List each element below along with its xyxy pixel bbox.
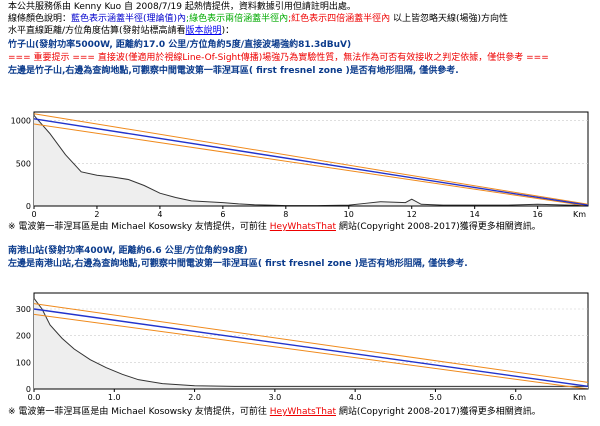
x-tick-label: 0.0 bbox=[28, 393, 41, 402]
x-tick-label: 8 bbox=[283, 210, 288, 219]
x-tick-label: 4 bbox=[157, 210, 162, 219]
fresnel-profile-1: 0 500 1000 0 2 4 6 8 10 12 14 16 Km bbox=[11, 111, 589, 219]
credit-text: 電波第一菲涅耳區是由 Michael Kosowsky 友情提供，可前往 bbox=[18, 407, 267, 417]
x-unit-label: Km bbox=[573, 210, 586, 219]
x-tick-label: 0 bbox=[31, 210, 36, 219]
method-text: 水平直線距離/方位角度估算(發射站標高請看 bbox=[8, 26, 186, 36]
credit-text: 電波第一菲涅耳區是由 Michael Kosowsky 友情提供，可前往 bbox=[18, 222, 267, 232]
x-tick-label: 6.0 bbox=[509, 393, 522, 402]
x-tick-label: 4.0 bbox=[349, 393, 362, 402]
y-tick-label: 0 bbox=[26, 202, 31, 211]
station1-description: 左邊是竹子山,右邊為查詢地點,可觀察中間電波第一菲涅耳區( first fres… bbox=[8, 66, 459, 76]
x-tick-label: 1.0 bbox=[108, 393, 121, 402]
station1-title: 竹子山(發射功率5000W, 距離約17.0 公里/方位角約5度/直接波場強約8… bbox=[8, 40, 352, 50]
credit-suffix: 網站(Copyright 2008-2017)獲得更多相關資訊。 bbox=[338, 407, 541, 417]
x-unit-label: Km bbox=[573, 393, 586, 402]
note-asterisk: ※ bbox=[8, 407, 16, 417]
y-tick-label: 100 bbox=[16, 358, 31, 367]
station2-description: 左邊是南港山站,右邊為查詢地點,可觀察中間電波第一菲涅耳區( first fre… bbox=[8, 259, 468, 269]
x-tick-label: 14 bbox=[470, 210, 480, 219]
color-legend: 線條顏色說明：藍色表示涵蓋半徑(理論值)內;綠色表示兩倍涵蓋半徑內;紅色表示四倍… bbox=[8, 14, 508, 25]
line-of-sight bbox=[33, 308, 589, 388]
terrain-profile-line bbox=[33, 298, 588, 387]
legend-suffix: 以上皆忽略天線(場強)方向性 bbox=[393, 14, 509, 24]
fresnel-chart-2: 0 100 200 300 0.0 1.0 2.0 3.0 4.0 5.0 6.0 Km bbox=[0, 287, 600, 405]
credit-line-1: ※ 電波第一菲涅耳區是由 Michael Kosowsky 友情提供，可前往 H… bbox=[8, 222, 541, 233]
y-tick-label: 200 bbox=[16, 332, 31, 341]
x-tick-label: 2 bbox=[94, 210, 99, 219]
credit-line-2: ※ 電波第一菲涅耳區是由 Michael Kosowsky 友情提供，可前往 H… bbox=[8, 407, 541, 418]
heywhatsthat-link[interactable]: HeyWhatsThat bbox=[269, 407, 336, 417]
x-tick-label: 2.0 bbox=[188, 393, 201, 402]
fresnel-chart-1: 0 500 1000 0 2 4 6 8 10 12 14 16 Km bbox=[0, 106, 600, 220]
legend-red: ;紅色表示四倍涵蓋半徑內 bbox=[288, 14, 391, 24]
legend-blue: 藍色表示涵蓋半徑(理論值)內 bbox=[71, 14, 187, 24]
line-of-sight bbox=[33, 118, 589, 206]
y-tick-label: 500 bbox=[16, 159, 31, 168]
x-tick-label: 5.0 bbox=[429, 393, 442, 402]
credit-suffix: 網站(Copyright 2008-2017)獲得更多相關資訊。 bbox=[338, 222, 541, 232]
fresnel-upper-line bbox=[33, 113, 589, 205]
legend-green: ;綠色表示兩倍涵蓋半徑內 bbox=[186, 14, 289, 24]
x-tick-label: 16 bbox=[533, 210, 543, 219]
station2-title: 南港山站(發射功率400W, 距離約6.6 公里/方位角約98度) bbox=[8, 246, 248, 256]
y-tick-label: 1000 bbox=[11, 117, 31, 126]
y-tick-label: 0 bbox=[26, 385, 31, 394]
fresnel-lower-line bbox=[33, 313, 589, 390]
fresnel-profile-2: 0 100 200 300 0.0 1.0 2.0 3.0 4.0 5.0 6.0 Km bbox=[16, 292, 589, 402]
terrain-area bbox=[34, 298, 588, 389]
heywhatsthat-link[interactable]: HeyWhatsThat bbox=[269, 222, 336, 232]
fresnel-upper-line bbox=[33, 303, 589, 383]
terrain-profile-line bbox=[33, 115, 588, 207]
intro-text: 本公共服務係由 Kenny Kuo 自 2008/7/19 起熱情提供，資料數據… bbox=[8, 2, 356, 12]
legend-prefix: 線條顏色說明： bbox=[8, 14, 72, 24]
x-tick-label: 12 bbox=[407, 210, 417, 219]
x-tick-label: 3.0 bbox=[269, 393, 282, 402]
y-tick-label: 300 bbox=[16, 305, 31, 314]
x-tick-label: 6 bbox=[220, 210, 225, 219]
version-notes-link[interactable]: 版本說明 bbox=[185, 26, 222, 36]
method-note: 水平直線距離/方位角度估算(發射站標高請看版本說明)： bbox=[8, 26, 234, 37]
terrain-area bbox=[34, 115, 588, 206]
x-tick-label: 10 bbox=[344, 210, 354, 219]
important-warning: === 重要提示 === 直接波(僅適用於視線Line-Of-Sight傳播)場… bbox=[8, 53, 549, 63]
note-asterisk: ※ bbox=[8, 222, 16, 232]
method-close: )： bbox=[221, 26, 235, 36]
fresnel-lower-line bbox=[33, 123, 589, 207]
